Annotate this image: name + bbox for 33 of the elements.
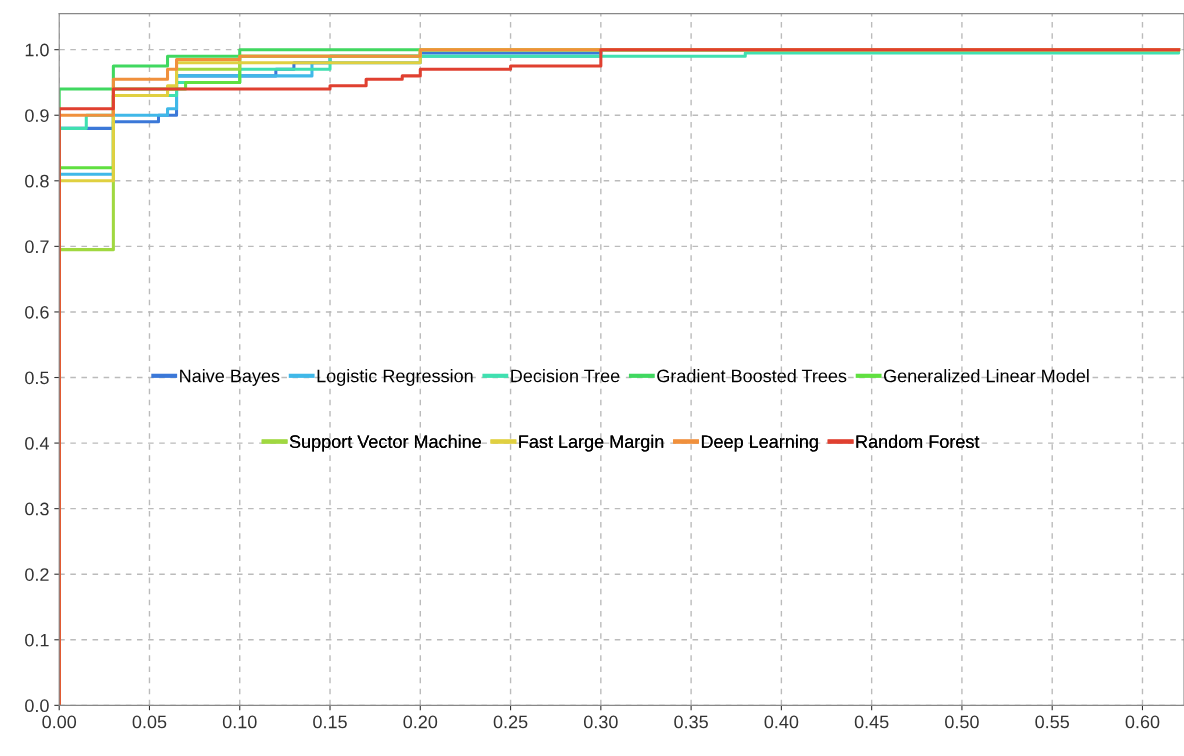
y-tick-label: 0.7 [25, 240, 49, 254]
x-tick-label: 0.15 [313, 715, 347, 729]
x-tick-label: 0.60 [1125, 715, 1160, 729]
y-tick-label: 0.4 [25, 437, 49, 450]
x-tick-label: 0.10 [222, 715, 257, 729]
y-tick-label: 0.6 [25, 305, 49, 319]
legend-label: Naive Bayes [180, 369, 280, 386]
legend-label: Random Forest [856, 434, 980, 449]
y-tick-label: 0.5 [25, 371, 49, 385]
y-tick-label: 0.8 [25, 174, 49, 188]
y-tick-label: 0.1 [25, 633, 49, 647]
y-tick-label: 0.9 [25, 109, 49, 122]
x-tick-label: 0.40 [764, 715, 799, 729]
legend-label: Generalized Linear Model [883, 369, 1089, 383]
x-tick-label: 0.20 [403, 715, 438, 729]
y-tick-label: 0.2 [25, 568, 49, 581]
x-tick-label: 0.55 [1035, 715, 1070, 729]
legend-label: Gradient Boosted Trees [657, 369, 847, 383]
legend-label: Decision Tree [511, 369, 620, 383]
legend-label: Logistic Regression [317, 369, 473, 386]
x-tick-label: 0.05 [132, 715, 167, 729]
x-tick-label: 0.35 [674, 715, 708, 729]
legend-label: Support Vector Machine [289, 434, 481, 452]
x-tick-label: 0.30 [583, 715, 618, 729]
y-tick-label: 0.3 [25, 502, 49, 516]
x-tick-label: 0.25 [493, 715, 528, 729]
legend-label: Fast Large Margin [519, 434, 664, 452]
y-tick-label: 0.0 [25, 699, 49, 713]
y-tick-label: 1.0 [25, 43, 49, 57]
x-tick-label: 0.45 [854, 715, 889, 729]
legend-label: Deep Learning [701, 434, 818, 452]
x-tick-label: 0.50 [945, 715, 979, 729]
x-tick-label: 0.00 [42, 715, 77, 729]
